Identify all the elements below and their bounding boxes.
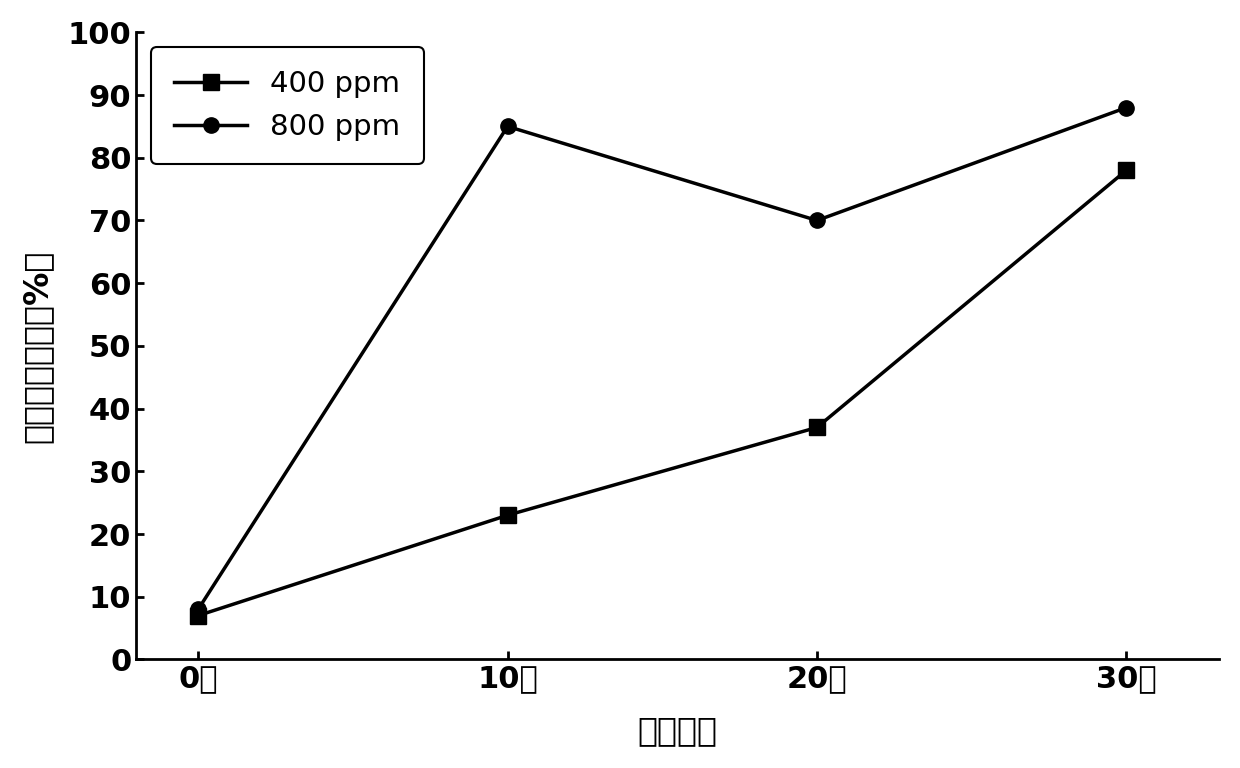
X-axis label: 处理时间: 处理时间 [637,714,718,747]
Line: 400 ppm: 400 ppm [191,163,1135,623]
Line: 800 ppm: 800 ppm [191,100,1135,617]
400 ppm [191,611,206,621]
Y-axis label: 生物量增长率（%）: 生物量增长率（%） [21,249,53,442]
400 ppm [500,511,515,520]
800 ppm [500,122,515,131]
Legend: 400 ppm, 800 ppm: 400 ppm, 800 ppm [151,47,424,164]
400 ppm [1118,166,1133,175]
400 ppm [810,423,825,432]
800 ppm [191,604,206,614]
800 ppm [1118,103,1133,112]
800 ppm [810,216,825,225]
